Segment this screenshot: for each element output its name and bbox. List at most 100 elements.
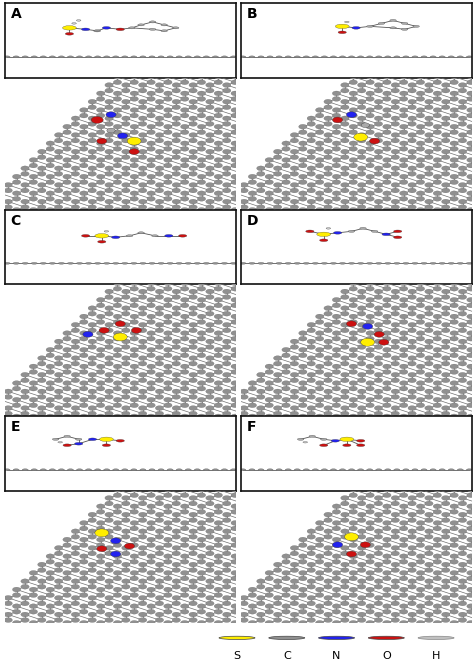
Circle shape — [458, 356, 467, 360]
Circle shape — [46, 147, 55, 151]
Circle shape — [197, 559, 206, 564]
Circle shape — [230, 56, 237, 58]
Circle shape — [189, 545, 197, 550]
Circle shape — [55, 166, 63, 170]
Circle shape — [332, 303, 341, 308]
Circle shape — [147, 80, 155, 85]
Circle shape — [189, 105, 197, 110]
Circle shape — [46, 353, 55, 358]
Circle shape — [181, 604, 189, 609]
Circle shape — [324, 601, 332, 606]
Circle shape — [206, 311, 214, 316]
Circle shape — [176, 56, 182, 58]
Circle shape — [324, 551, 332, 556]
Circle shape — [240, 394, 248, 400]
Circle shape — [80, 576, 88, 581]
Circle shape — [105, 306, 113, 310]
Circle shape — [306, 230, 314, 232]
Circle shape — [265, 208, 273, 212]
Circle shape — [408, 294, 416, 300]
Circle shape — [172, 356, 181, 360]
Circle shape — [122, 469, 128, 471]
Circle shape — [324, 378, 332, 383]
Circle shape — [46, 348, 55, 352]
Circle shape — [390, 19, 396, 21]
Circle shape — [391, 138, 400, 143]
Circle shape — [433, 314, 441, 319]
Circle shape — [265, 163, 273, 168]
Circle shape — [442, 601, 450, 606]
Circle shape — [341, 617, 349, 623]
Circle shape — [290, 138, 299, 143]
Circle shape — [122, 182, 130, 187]
Circle shape — [181, 141, 189, 146]
Circle shape — [356, 440, 365, 442]
Circle shape — [450, 587, 458, 592]
Circle shape — [416, 141, 425, 146]
Circle shape — [354, 133, 368, 141]
Circle shape — [450, 364, 458, 369]
Circle shape — [223, 595, 231, 600]
Circle shape — [316, 521, 324, 525]
Circle shape — [357, 199, 366, 204]
Circle shape — [341, 601, 349, 606]
Circle shape — [164, 509, 172, 514]
Circle shape — [214, 336, 222, 341]
Circle shape — [332, 298, 341, 302]
Circle shape — [4, 182, 12, 187]
Circle shape — [433, 208, 441, 212]
Circle shape — [349, 163, 357, 168]
Circle shape — [366, 370, 374, 374]
Circle shape — [122, 344, 130, 350]
Circle shape — [147, 320, 155, 324]
Circle shape — [122, 378, 130, 383]
Circle shape — [316, 414, 324, 419]
Circle shape — [113, 208, 122, 212]
Circle shape — [276, 56, 282, 58]
Circle shape — [290, 378, 299, 383]
Circle shape — [357, 361, 366, 366]
Circle shape — [341, 517, 349, 523]
Circle shape — [214, 509, 222, 514]
Circle shape — [147, 364, 155, 369]
Circle shape — [307, 584, 315, 589]
Circle shape — [214, 208, 222, 212]
Circle shape — [401, 23, 408, 25]
Circle shape — [113, 386, 122, 391]
Circle shape — [316, 386, 324, 391]
Circle shape — [400, 493, 408, 498]
Circle shape — [138, 617, 147, 623]
Circle shape — [349, 174, 357, 179]
Circle shape — [349, 537, 357, 542]
Circle shape — [130, 554, 138, 559]
Circle shape — [458, 339, 467, 344]
Circle shape — [164, 488, 172, 492]
Circle shape — [94, 30, 100, 32]
Circle shape — [391, 204, 400, 210]
Circle shape — [265, 196, 273, 201]
Circle shape — [374, 411, 383, 416]
Circle shape — [273, 411, 282, 416]
Circle shape — [425, 188, 433, 193]
Circle shape — [147, 208, 155, 212]
Circle shape — [189, 529, 197, 533]
Circle shape — [341, 567, 349, 573]
Circle shape — [316, 141, 324, 146]
Circle shape — [324, 372, 332, 377]
Circle shape — [391, 311, 400, 316]
Circle shape — [214, 141, 222, 146]
Circle shape — [374, 551, 383, 556]
Circle shape — [122, 595, 130, 600]
Circle shape — [467, 353, 474, 358]
Circle shape — [223, 551, 231, 556]
Circle shape — [408, 339, 416, 344]
Circle shape — [366, 493, 374, 498]
Circle shape — [458, 171, 467, 176]
Circle shape — [147, 398, 155, 402]
Circle shape — [458, 601, 467, 606]
Circle shape — [316, 113, 324, 118]
Circle shape — [400, 370, 408, 374]
Circle shape — [383, 509, 391, 514]
Circle shape — [408, 529, 416, 533]
Circle shape — [147, 147, 155, 151]
